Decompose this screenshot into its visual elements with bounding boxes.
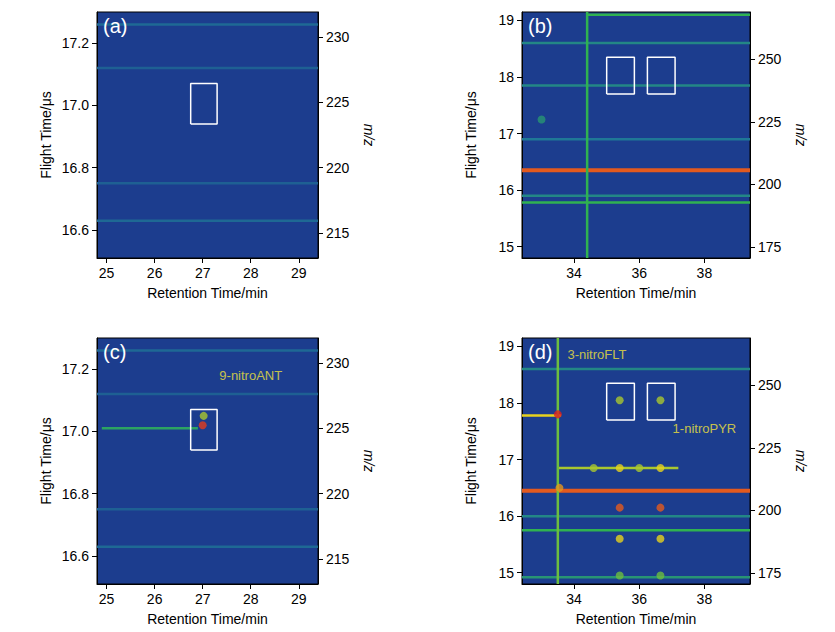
svg-text:34: 34 <box>566 265 582 281</box>
svg-text:175: 175 <box>758 565 782 581</box>
svg-text:16: 16 <box>498 508 514 524</box>
svg-text:16.6: 16.6 <box>62 222 89 238</box>
svg-text:Retention Time/min: Retention Time/min <box>147 285 268 301</box>
svg-text:26: 26 <box>147 591 163 607</box>
svg-text:17: 17 <box>498 452 514 468</box>
svg-text:m/z: m/z <box>793 450 809 473</box>
svg-text:17.2: 17.2 <box>62 361 89 377</box>
svg-text:25: 25 <box>99 265 115 281</box>
svg-text:18: 18 <box>498 69 514 85</box>
svg-text:m/z: m/z <box>793 124 809 147</box>
svg-text:m/z: m/z <box>361 450 377 473</box>
svg-text:15: 15 <box>498 565 514 581</box>
svg-text:26: 26 <box>147 265 163 281</box>
svg-text:Flight Time/μs: Flight Time/μs <box>463 417 479 504</box>
svg-text:28: 28 <box>243 591 259 607</box>
svg-text:175: 175 <box>758 239 782 255</box>
svg-text:220: 220 <box>326 486 350 502</box>
svg-text:225: 225 <box>758 440 782 456</box>
svg-text:Retention Time/min: Retention Time/min <box>576 285 697 301</box>
svg-text:(a): (a) <box>103 15 127 37</box>
svg-text:Flight Time/μs: Flight Time/μs <box>463 91 479 178</box>
svg-text:19: 19 <box>498 12 514 28</box>
svg-text:200: 200 <box>758 502 782 518</box>
svg-text:225: 225 <box>326 94 350 110</box>
svg-text:m/z: m/z <box>361 124 377 147</box>
svg-text:38: 38 <box>697 265 713 281</box>
svg-text:230: 230 <box>326 29 350 45</box>
svg-text:17.0: 17.0 <box>62 423 89 439</box>
svg-text:17: 17 <box>498 126 514 142</box>
svg-text:17.2: 17.2 <box>62 35 89 51</box>
svg-text:29: 29 <box>291 591 307 607</box>
svg-text:230: 230 <box>326 355 350 371</box>
svg-text:Retention Time/min: Retention Time/min <box>147 611 268 627</box>
svg-text:28: 28 <box>243 265 259 281</box>
svg-text:215: 215 <box>326 225 350 241</box>
svg-text:17.0: 17.0 <box>62 97 89 113</box>
svg-text:34: 34 <box>566 591 582 607</box>
svg-text:200: 200 <box>758 176 782 192</box>
svg-text:9-nitroANT: 9-nitroANT <box>219 368 282 383</box>
svg-text:250: 250 <box>758 51 782 67</box>
svg-text:38: 38 <box>697 591 713 607</box>
svg-text:Flight Time/μs: Flight Time/μs <box>38 417 54 504</box>
svg-text:(c): (c) <box>103 341 126 363</box>
svg-text:19: 19 <box>498 338 514 354</box>
svg-text:15: 15 <box>498 239 514 255</box>
svg-text:Flight Time/μs: Flight Time/μs <box>38 91 54 178</box>
svg-text:225: 225 <box>758 114 782 130</box>
svg-text:1-nitroPYR: 1-nitroPYR <box>673 421 737 436</box>
svg-text:Retention Time/min: Retention Time/min <box>576 611 697 627</box>
svg-text:27: 27 <box>195 265 211 281</box>
svg-text:225: 225 <box>326 420 350 436</box>
svg-text:250: 250 <box>758 377 782 393</box>
svg-text:29: 29 <box>291 265 307 281</box>
svg-text:25: 25 <box>99 591 115 607</box>
svg-text:16.6: 16.6 <box>62 548 89 564</box>
svg-text:16.8: 16.8 <box>62 486 89 502</box>
svg-text:18: 18 <box>498 395 514 411</box>
svg-text:36: 36 <box>631 591 647 607</box>
svg-text:215: 215 <box>326 551 350 567</box>
svg-text:(b): (b) <box>528 15 552 37</box>
svg-text:16.8: 16.8 <box>62 160 89 176</box>
svg-text:36: 36 <box>631 265 647 281</box>
svg-text:3-nitroFLT: 3-nitroFLT <box>567 347 626 362</box>
svg-text:220: 220 <box>326 160 350 176</box>
svg-text:27: 27 <box>195 591 211 607</box>
svg-text:16: 16 <box>498 182 514 198</box>
svg-text:(d): (d) <box>528 341 552 363</box>
